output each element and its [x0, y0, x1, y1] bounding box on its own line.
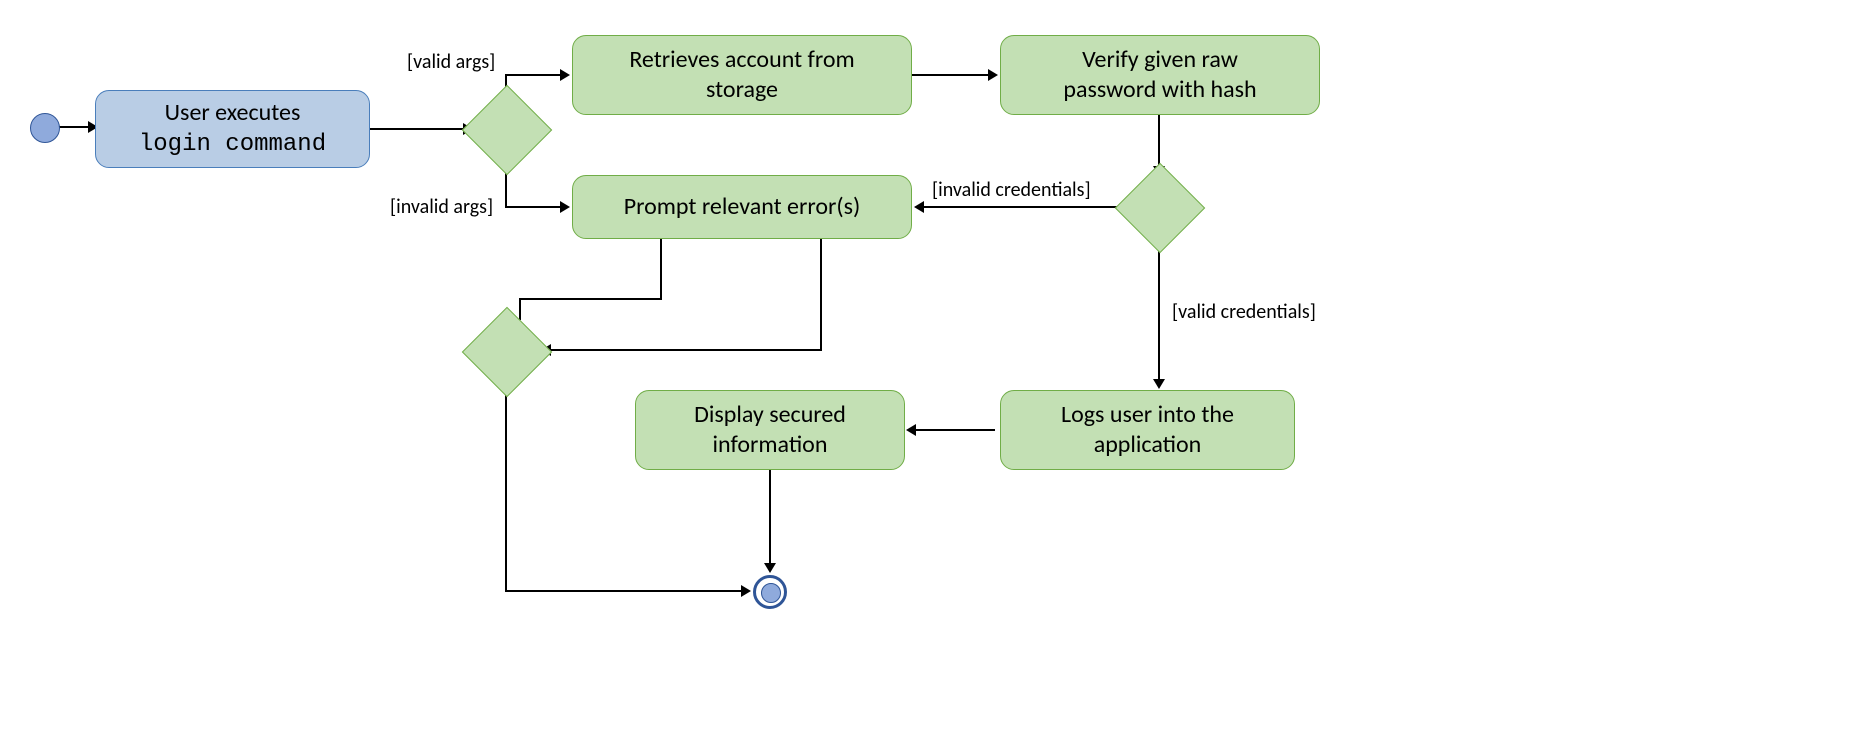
node-label: Prompt relevant error(s) [624, 192, 861, 221]
start-node [30, 113, 60, 143]
node-label: Display secured [694, 400, 846, 429]
edge-n1-d1 [370, 128, 470, 130]
arrowhead [1153, 379, 1165, 389]
node-user-executes-login: User executes login command [95, 90, 370, 168]
edge-label-invalid-creds: [invalid credentials] [930, 178, 1093, 202]
end-node-inner [761, 583, 781, 603]
edge-d2-n4 [918, 206, 1128, 208]
node-prompt-error: Prompt relevant error(s) [572, 175, 912, 239]
edge-n4-d3-h2 [545, 349, 822, 351]
decision-args [462, 85, 553, 176]
edge-n4-d3-v2 [820, 239, 822, 349]
node-label: information [713, 430, 828, 459]
node-display-secured-info: Display secured information [635, 390, 905, 470]
edge-d3-end-v [505, 382, 507, 591]
edge-n4-d3-v1b [519, 298, 521, 320]
edge-n6-n5 [910, 429, 995, 431]
merge-errors [462, 307, 553, 398]
edge-d1-n4-h [505, 206, 567, 208]
node-label: password with hash [1063, 75, 1256, 104]
node-verify-password: Verify given raw password with hash [1000, 35, 1320, 115]
node-label: Verify given raw [1082, 45, 1238, 74]
node-label: Logs user into the [1061, 400, 1234, 429]
edge-d3-end-h [505, 590, 748, 592]
node-label-mono: login command [139, 131, 326, 158]
arrowhead [906, 424, 916, 436]
edge-n4-d3-h1 [520, 298, 662, 300]
edge-label-valid-args: [valid args] [405, 50, 497, 74]
arrowhead [560, 69, 570, 81]
edge-label-invalid-args: [invalid args] [388, 195, 495, 219]
node-retrieve-account: Retrieves account from storage [572, 35, 912, 115]
edge-label-valid-creds: [valid credentials] [1170, 300, 1318, 324]
edge-n5-end [769, 470, 771, 570]
node-label: Retrieves account from [629, 45, 854, 74]
node-label: storage [706, 75, 778, 104]
edge-n2-n3 [912, 74, 995, 76]
flowchart-canvas: [valid args] [invalid args] [invalid cre… [0, 0, 1853, 756]
edge-d2-n6-v [1158, 238, 1160, 386]
arrowhead [988, 69, 998, 81]
edge-n4-d3-v1 [660, 239, 662, 299]
arrowhead [741, 585, 751, 597]
node-log-user-in: Logs user into the application [1000, 390, 1295, 470]
arrowhead [560, 201, 570, 213]
decision-credentials [1115, 163, 1206, 254]
arrowhead [764, 563, 776, 573]
edge-d1-n2-h [505, 74, 567, 76]
arrowhead [914, 201, 924, 213]
node-label: application [1094, 430, 1202, 459]
node-label: User executes [165, 98, 301, 127]
